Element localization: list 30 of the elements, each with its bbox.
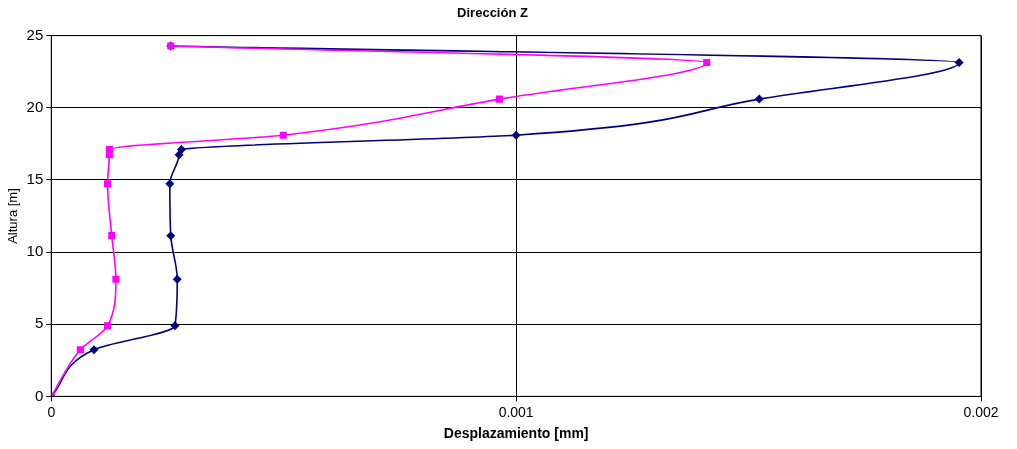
y-tick-label: 20	[26, 97, 44, 115]
y-tick-label: 25	[26, 25, 44, 43]
point	[89, 345, 99, 355]
x-axis-title: Desplazamiento [mm]	[443, 425, 589, 442]
point	[166, 231, 176, 241]
y-axis-title: Altura [m]	[5, 188, 21, 244]
point	[954, 58, 964, 68]
x-tick-label: 0.001	[498, 403, 534, 420]
point	[176, 145, 186, 155]
point	[104, 322, 112, 330]
y-tick-label: 0	[34, 386, 44, 404]
x-tick-label: 0	[47, 403, 56, 420]
x-tick-label: 0.002	[963, 403, 999, 420]
point	[172, 274, 182, 284]
point	[76, 346, 84, 354]
point	[754, 94, 764, 104]
point	[105, 146, 113, 154]
y-tick-label: 15	[26, 170, 44, 188]
y-tick-label: 5	[34, 314, 44, 332]
point	[511, 130, 521, 140]
y-tick-label: 10	[26, 242, 44, 260]
point	[170, 321, 180, 331]
point	[495, 95, 503, 103]
point	[108, 232, 116, 240]
point	[112, 275, 120, 283]
point	[104, 180, 112, 188]
point	[165, 179, 175, 189]
chart-title: Dirección Z	[457, 5, 528, 21]
point	[279, 131, 287, 139]
point	[703, 59, 711, 67]
